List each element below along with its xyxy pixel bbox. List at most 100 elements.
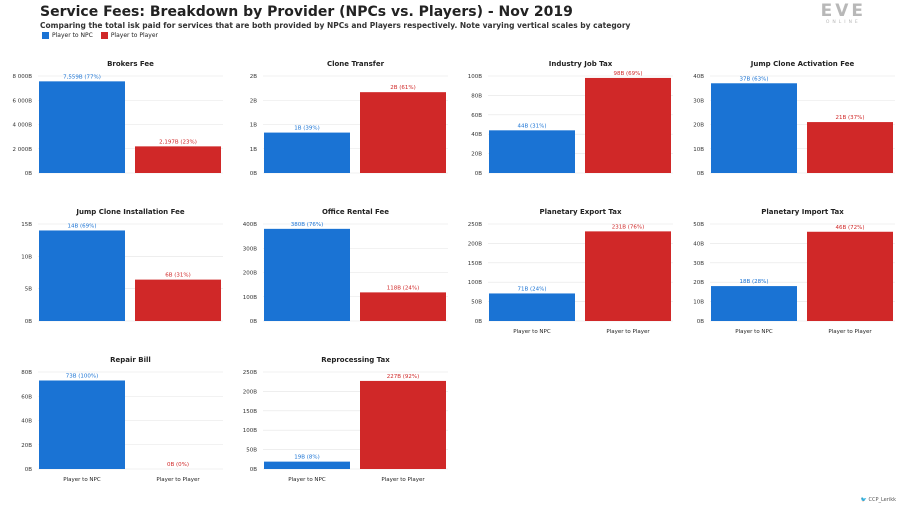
y-tick-label: 0B: [697, 171, 704, 177]
chart-title: Office Rental Fee: [322, 208, 389, 216]
bar-player-to-player: [360, 92, 446, 173]
chart-plot-group: Industry Job Tax 0B 20B 40B 60B 80B 100B 44B (3…: [468, 60, 673, 177]
y-tick-label: 10B: [693, 147, 704, 153]
data-label: 1B (39%): [294, 126, 320, 132]
chart-plot-group: Reprocessing Tax 0B 50B 100B 150B 200B 250B 19B…: [243, 356, 448, 483]
y-tick-label: 5B: [25, 287, 32, 293]
x-category-label: Player to Player: [381, 477, 425, 483]
bar-player-to-npc: [264, 228, 350, 321]
chart-title: Planetary Import Tax: [761, 208, 844, 216]
y-tick-label: 20B: [21, 443, 32, 449]
chart-planetary-import-tax: Planetary Import Tax 0B 10B 20B 30B 40B 50B 18B…: [693, 208, 895, 335]
bar-player-to-npc: [711, 83, 797, 173]
chart-plot-group: Brokers Fee 0B 2 000B 4 000B 6 000B 8 000B 7,5…: [12, 60, 223, 177]
data-label: 21B (37%): [835, 115, 864, 121]
bar-player-to-npc: [489, 130, 575, 173]
chart-title: Repair Bill: [110, 356, 151, 364]
bar-player-to-npc: [711, 286, 797, 321]
legend-swatch-npc: [42, 32, 49, 39]
y-tick-label: 60B: [471, 113, 482, 119]
chart-brokers-fee: Brokers Fee 0B 2 000B 4 000B 6 000B 8 000B 7,5…: [12, 60, 223, 177]
y-tick-label: 2B: [250, 74, 257, 80]
chart-legend: Player to NPC Player to Player: [42, 32, 158, 39]
y-tick-label: 150B: [243, 409, 257, 415]
bar-player-to-player: [807, 122, 893, 173]
y-tick-label: 250B: [468, 222, 482, 228]
twitter-icon: 🐦: [860, 497, 867, 503]
y-tick-label: 100B: [243, 295, 257, 301]
y-tick-label: 40B: [21, 419, 32, 425]
y-tick-label: 8 000B: [12, 74, 32, 80]
legend-label-npc: Player to NPC: [52, 32, 93, 39]
y-tick-label: 200B: [468, 241, 482, 247]
bar-player-to-player: [807, 231, 893, 321]
y-tick-label: 400B: [243, 222, 257, 228]
chart-title: Clone Transfer: [327, 60, 385, 68]
chart-plot-group: Clone Transfer 0B 1B 1B 2B 2B 1B (39%) 2B (61%): [250, 60, 448, 177]
y-tick-label: 40B: [471, 132, 482, 138]
bar-player-to-player: [360, 292, 446, 321]
x-category-label: Player to NPC: [735, 329, 773, 335]
y-tick-label: 2B: [250, 98, 257, 104]
legend-item-npc: Player to NPC: [42, 32, 93, 39]
data-label: 231B (76%): [612, 224, 645, 230]
data-label: 380B (76%): [291, 222, 324, 228]
data-label: 98B (69%): [613, 71, 642, 77]
bar-player-to-npc: [489, 293, 575, 321]
data-label: 73B (100%): [66, 373, 99, 379]
y-tick-label: 150B: [468, 261, 482, 267]
bar-player-to-player: [585, 231, 671, 321]
x-category-label: Player to NPC: [63, 477, 101, 483]
y-tick-label: 200B: [243, 271, 257, 277]
y-tick-label: 100B: [468, 280, 482, 286]
chart-plot-group: Repair Bill 0B 20B 40B 60B 80B 73B (100%) Playe…: [21, 356, 223, 483]
chart-title: Industry Job Tax: [549, 60, 613, 68]
y-tick-label: 0B: [250, 467, 257, 473]
logo-mark: EVE: [820, 1, 866, 21]
y-tick-label: 0B: [25, 319, 32, 325]
data-label: 46B (72%): [835, 225, 864, 231]
y-tick-label: 1B: [250, 147, 257, 153]
chart-plot-group: Jump Clone Activation Fee 0B 10B 20B 30B 40B 3…: [693, 60, 895, 177]
eve-online-logo: EVE ONLINE: [821, 3, 866, 26]
y-tick-label: 40B: [693, 74, 704, 80]
bar-player-to-player: [360, 380, 446, 469]
y-tick-label: 300B: [243, 246, 257, 252]
y-tick-label: 250B: [243, 370, 257, 376]
chart-repair-bill: Repair Bill 0B 20B 40B 60B 80B 73B (100%) Playe…: [21, 356, 223, 483]
legend-item-player: Player to Player: [100, 32, 158, 39]
chart-title: Reprocessing Tax: [321, 356, 390, 364]
chart-office-rental-fee: Office Rental Fee 0B 100B 200B 300B 400B 380B …: [243, 208, 448, 325]
chart-planetary-export-tax: Planetary Export Tax 0B 50B 100B 150B 200B 250…: [468, 208, 673, 335]
x-category-label: Player to Player: [156, 477, 200, 483]
data-label: 7,559B (77%): [63, 74, 101, 80]
x-category-label: Player to Player: [828, 329, 872, 335]
y-tick-label: 100B: [468, 74, 482, 80]
y-tick-label: 4 000B: [12, 123, 32, 129]
chart-plot-group: Planetary Export Tax 0B 50B 100B 150B 200B 250…: [468, 208, 673, 335]
y-tick-label: 10B: [693, 300, 704, 306]
chart-jump-clone-activation-fee: Jump Clone Activation Fee 0B 10B 20B 30B 40B 3…: [693, 60, 895, 177]
chart-plot-group: Office Rental Fee 0B 100B 200B 300B 400B 380B …: [243, 208, 448, 325]
bar-player-to-player: [585, 77, 671, 173]
chart-title: Jump Clone Activation Fee: [750, 60, 855, 68]
y-tick-label: 100B: [243, 428, 257, 434]
data-label: 118B (24%): [387, 285, 420, 291]
author-credit-text: CCP_Lerikk: [868, 497, 896, 503]
y-tick-label: 30B: [693, 98, 704, 104]
data-label: 2,197B (23%): [159, 139, 197, 145]
data-label: 37B (63%): [739, 76, 768, 82]
y-tick-label: 60B: [21, 394, 32, 400]
y-tick-label: 0B: [250, 319, 257, 325]
x-category-label: Player to NPC: [513, 329, 551, 335]
data-label: 227B (92%): [387, 374, 420, 380]
y-tick-label: 200B: [243, 389, 257, 395]
x-category-label: Player to Player: [606, 329, 650, 335]
y-tick-label: 0B: [697, 319, 704, 325]
y-tick-label: 20B: [693, 123, 704, 129]
logo-subtext: ONLINE: [825, 20, 861, 25]
y-tick-label: 80B: [471, 93, 482, 99]
bar-player-to-player: [135, 279, 221, 321]
chart-title: Jump Clone Installation Fee: [75, 208, 184, 216]
chart-plot-group: Planetary Import Tax 0B 10B 20B 30B 40B 50B 18B…: [693, 208, 895, 335]
